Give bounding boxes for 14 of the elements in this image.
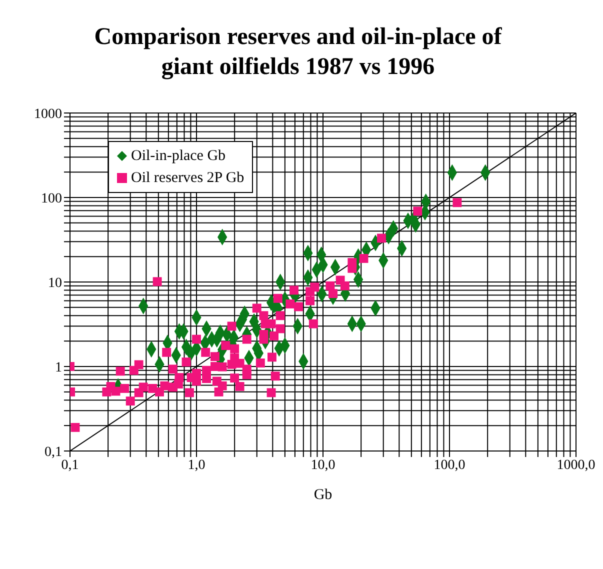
x-axis-title: Gb (314, 487, 332, 503)
chart-title: Comparison reserves and oil-in-place of giant oilfields 1987 vs 1996 (93, 23, 503, 82)
y-tick-label: 10 (48, 276, 62, 291)
x-tick-label: 100,0 (434, 458, 466, 473)
x-tick-label: 0,1 (61, 458, 79, 473)
x-tick-label: 1,0 (188, 458, 206, 473)
y-tick-label: 1000 (34, 106, 62, 122)
y-tick-label: 100 (41, 191, 62, 206)
legend-label: Oil-in-place Gb (131, 147, 226, 166)
legend-label: Oil reserves 2P Gb (131, 169, 244, 188)
y-tick-label: 1 (55, 360, 62, 376)
x-tick-label: 1000,0 (556, 458, 596, 473)
y-tick-label: 0,1 (44, 444, 62, 460)
x-tick-label: 10,0 (310, 458, 336, 473)
